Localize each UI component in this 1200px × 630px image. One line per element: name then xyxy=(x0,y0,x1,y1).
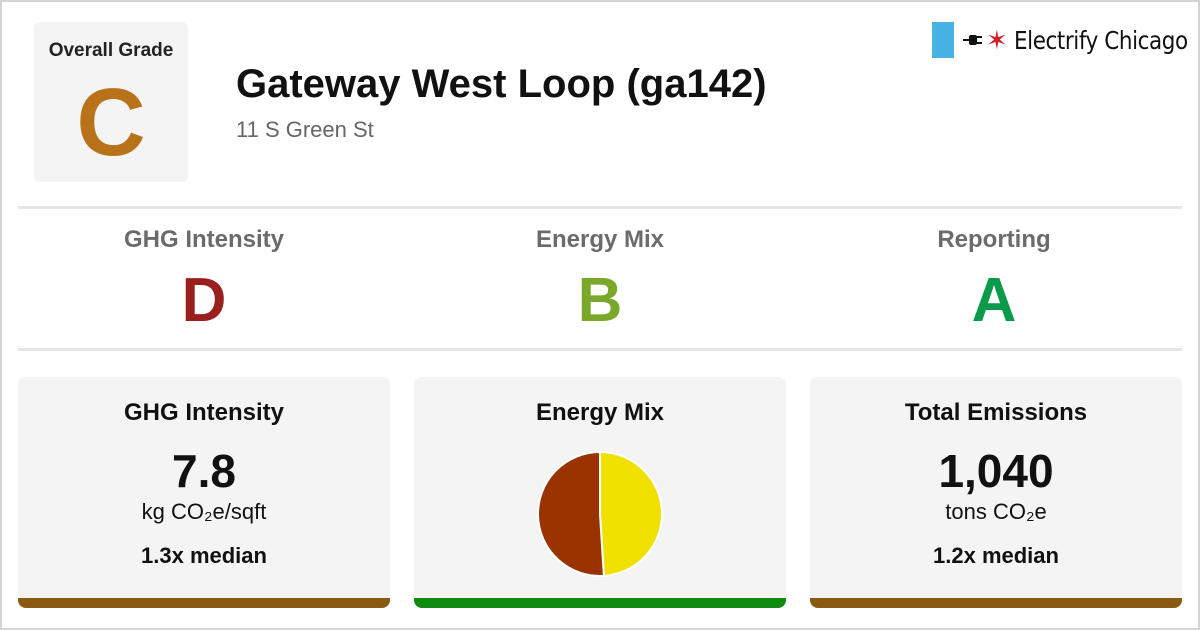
divider-top xyxy=(18,206,1182,209)
energy-mix-card: Energy Mix xyxy=(414,377,786,608)
subgrade-energy-mix: Energy Mix B xyxy=(410,226,790,336)
building-address: 11 S Green St xyxy=(236,117,374,142)
pie-chart xyxy=(537,450,663,577)
card-unit: tons CO₂e xyxy=(945,499,1047,524)
card-title: Total Emissions xyxy=(904,399,1088,426)
subgrade-reporting: Reporting A xyxy=(804,226,1184,336)
ghg-intensity-card: GHG Intensity 7.8 kg CO₂e/sqft 1.3x medi… xyxy=(18,377,390,608)
card-median: 1.2x median xyxy=(933,543,1059,568)
subgrade-letter: A xyxy=(971,266,1017,335)
subgrade-label: Reporting xyxy=(937,226,1051,253)
subgrade-label: Energy Mix xyxy=(535,226,665,253)
subgrade-ghg: GHG Intensity D xyxy=(14,226,394,336)
card-status-bar xyxy=(414,598,786,608)
pie-slice-0 xyxy=(599,450,663,577)
overall-grade-label: Overall Grade xyxy=(48,40,174,61)
subgrade-letter: B xyxy=(577,266,623,335)
overall-grade-box: Overall Grade C xyxy=(34,22,188,182)
card-value: 7.8 xyxy=(172,445,236,497)
subgrade-label: GHG Intensity xyxy=(123,226,285,253)
plug-icon xyxy=(963,35,982,45)
card-title: GHG Intensity xyxy=(123,399,285,426)
overall-grade-letter: C xyxy=(76,69,146,176)
star-icon: ✶ xyxy=(986,25,1008,55)
card-unit: kg CO₂e/sqft xyxy=(141,499,267,524)
card-value: 1,040 xyxy=(938,445,1054,497)
flag-icon xyxy=(932,22,954,58)
card-title: Energy Mix xyxy=(535,399,665,426)
card-median: 1.3x median xyxy=(141,543,267,568)
divider-middle xyxy=(18,348,1182,351)
building-title: Gateway West Loop (ga142) xyxy=(236,62,767,106)
card-status-bar xyxy=(18,598,390,608)
brand-logo[interactable]: ✶ Electrify Chicago xyxy=(932,22,1200,58)
pie-slice-1 xyxy=(537,450,605,577)
brand-name: Electrify Chicago xyxy=(1013,25,1188,55)
energy-mix-pie xyxy=(535,449,665,579)
subgrade-letter: D xyxy=(181,266,227,335)
card-status-bar xyxy=(810,598,1182,608)
total-emissions-card: Total Emissions 1,040 tons CO₂e 1.2x med… xyxy=(810,377,1182,608)
